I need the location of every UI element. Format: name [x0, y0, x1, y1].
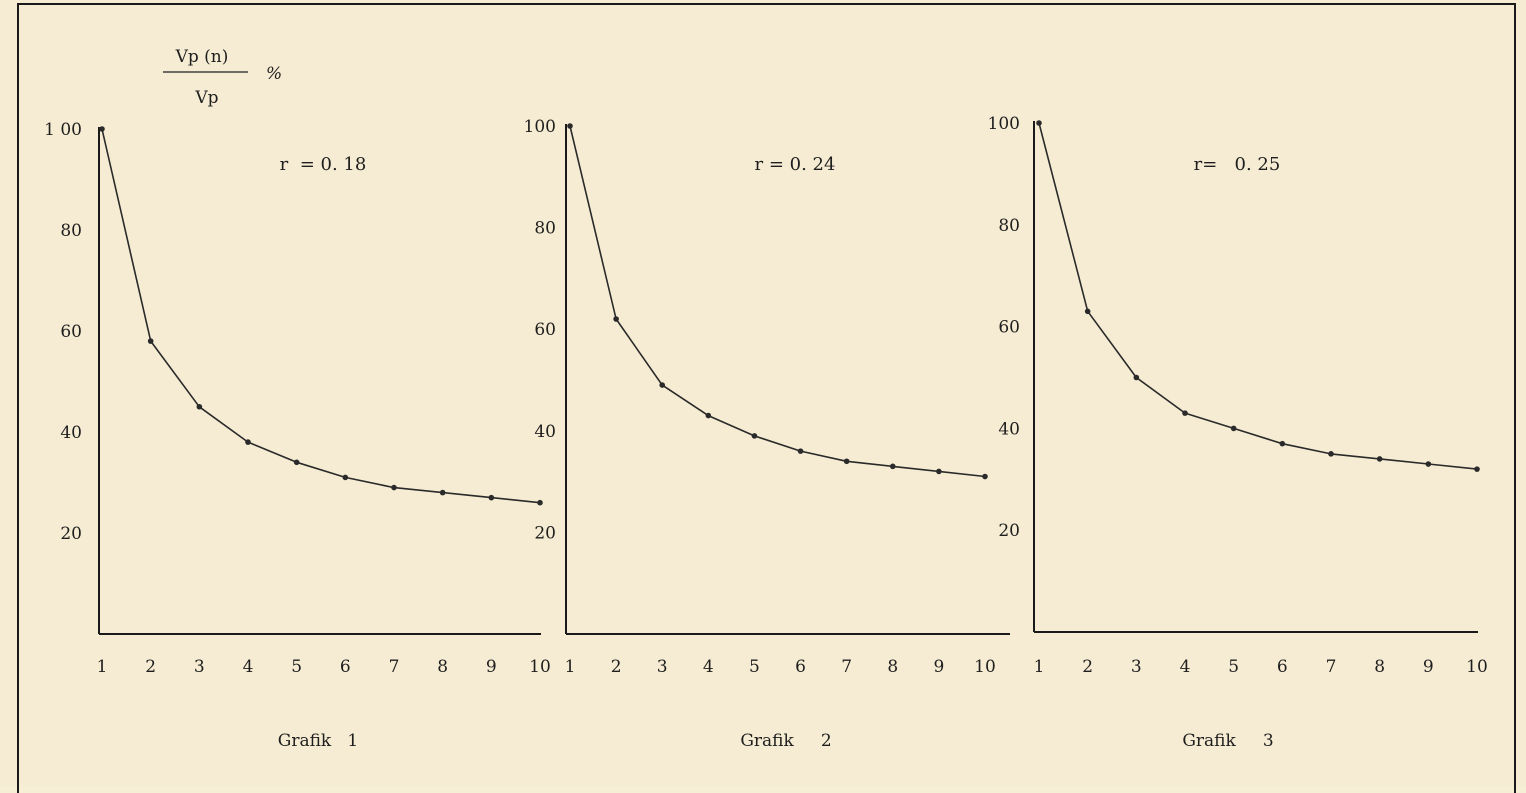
x-tick-label: 6 — [795, 657, 806, 677]
y-tick-label: 80 — [998, 216, 1020, 236]
y-tick-label: 80 — [534, 219, 556, 239]
data-point — [1279, 440, 1286, 447]
data-point — [99, 126, 105, 132]
figure-frame — [17, 3, 1516, 793]
data-point — [751, 433, 758, 439]
x-tick-label: 8 — [887, 657, 898, 677]
x-tick-label: 1 — [1034, 657, 1045, 677]
x-tick-label: 8 — [1374, 657, 1385, 677]
x-tick-label: 7 — [1326, 657, 1337, 677]
x-tick-label: 7 — [389, 657, 400, 677]
y-tick-label: 60 — [998, 318, 1020, 338]
chart-panel-1: 1 00 80 60 40 20 1 2 3 4 5 6 7 8 9 10 r = 0. 18 Grafik 1 — [44, 120, 551, 751]
x-tick-label: 2 — [1082, 657, 1093, 677]
data-point — [439, 489, 446, 496]
series-line — [1038, 122, 1478, 470]
chart-caption: Grafik 1 — [278, 731, 359, 751]
data-point — [1328, 451, 1334, 457]
data-point — [537, 499, 543, 506]
x-tick-label: 3 — [194, 657, 205, 677]
data-point — [1133, 374, 1140, 381]
data-point — [613, 316, 619, 322]
x-tick-label: 10 — [974, 657, 996, 677]
x-tick-label: 5 — [291, 657, 302, 677]
chart-caption: Grafik 3 — [1182, 731, 1273, 751]
chart-panel-3: 100 80 60 40 20 1 2 3 4 5 6 7 8 9 10 r= 0. 25 Grafik 3 — [988, 114, 1488, 751]
data-point — [1376, 456, 1383, 462]
y-tick-label: 100 — [988, 114, 1020, 134]
chart-caption: Grafik 2 — [740, 731, 831, 751]
x-tick-label: 9 — [1423, 657, 1434, 677]
x-tick-label: 9 — [933, 657, 944, 677]
x-tick-label: 3 — [657, 657, 668, 677]
y-tick-label: 40 — [998, 419, 1020, 439]
x-tick-label: 6 — [1277, 657, 1288, 677]
y-tick-label: 80 — [60, 221, 82, 241]
data-point — [245, 439, 251, 445]
data-point — [1182, 410, 1188, 416]
y-tick-label: 40 — [534, 422, 556, 442]
data-point — [1036, 120, 1042, 126]
data-point — [936, 468, 942, 475]
y-tick-label: 40 — [60, 423, 82, 443]
x-tick-label: 1 — [97, 657, 108, 677]
y-label-numerator: Vp (n) — [175, 47, 229, 67]
data-point — [1474, 466, 1480, 472]
y-axis-label: Vp (n) Vp % — [163, 47, 282, 108]
r-annotation: r= 0. 25 — [1194, 154, 1281, 175]
x-tick-label: 4 — [1180, 657, 1191, 677]
data-point — [391, 484, 397, 491]
data-point — [889, 463, 896, 470]
data-point — [1230, 425, 1237, 432]
y-tick-label: 20 — [60, 524, 82, 544]
x-tick-label: 4 — [243, 657, 254, 677]
data-point — [342, 474, 349, 481]
data-point — [196, 403, 203, 410]
data-point — [659, 382, 666, 388]
chart-panel-2: 100 80 60 40 20 1 2 3 4 5 6 7 8 9 10 r = 0. 24 Grafik 2 — [524, 117, 1010, 751]
y-tick-label: 1 00 — [44, 120, 82, 140]
data-point — [567, 123, 573, 129]
x-tick-label: 5 — [1228, 657, 1239, 677]
x-tick-label: 10 — [1466, 657, 1488, 677]
x-tick-label: 9 — [486, 657, 497, 677]
data-point — [982, 473, 988, 480]
data-point — [843, 458, 850, 465]
x-tick-label: 4 — [703, 657, 714, 677]
data-point — [705, 412, 712, 419]
y-tick-label: 60 — [60, 322, 82, 342]
r-annotation: r = 0. 24 — [755, 154, 836, 175]
data-point — [488, 494, 495, 501]
data-point — [1084, 308, 1091, 315]
series-line — [569, 125, 986, 478]
data-point — [147, 338, 154, 344]
r-annotation: r = 0. 18 — [280, 154, 367, 175]
x-tick-label: 6 — [340, 657, 351, 677]
x-tick-label: 3 — [1131, 657, 1142, 677]
x-tick-label: 7 — [841, 657, 852, 677]
y-tick-label: 60 — [534, 320, 556, 340]
series-line — [101, 128, 541, 504]
x-tick-label: 8 — [437, 657, 448, 677]
x-tick-label: 2 — [611, 657, 622, 677]
y-tick-label: 20 — [998, 521, 1020, 541]
data-point — [1425, 461, 1432, 467]
y-tick-label: 100 — [524, 117, 556, 137]
data-point — [293, 459, 300, 466]
y-label-unit: % — [266, 64, 282, 84]
y-tick-label: 20 — [534, 523, 556, 543]
x-tick-label: 1 — [565, 657, 576, 677]
y-label-denominator: Vp — [194, 88, 218, 108]
x-tick-label: 5 — [749, 657, 760, 677]
x-tick-label: 2 — [145, 657, 156, 677]
data-point — [797, 448, 804, 454]
x-tick-label: 10 — [529, 657, 551, 677]
